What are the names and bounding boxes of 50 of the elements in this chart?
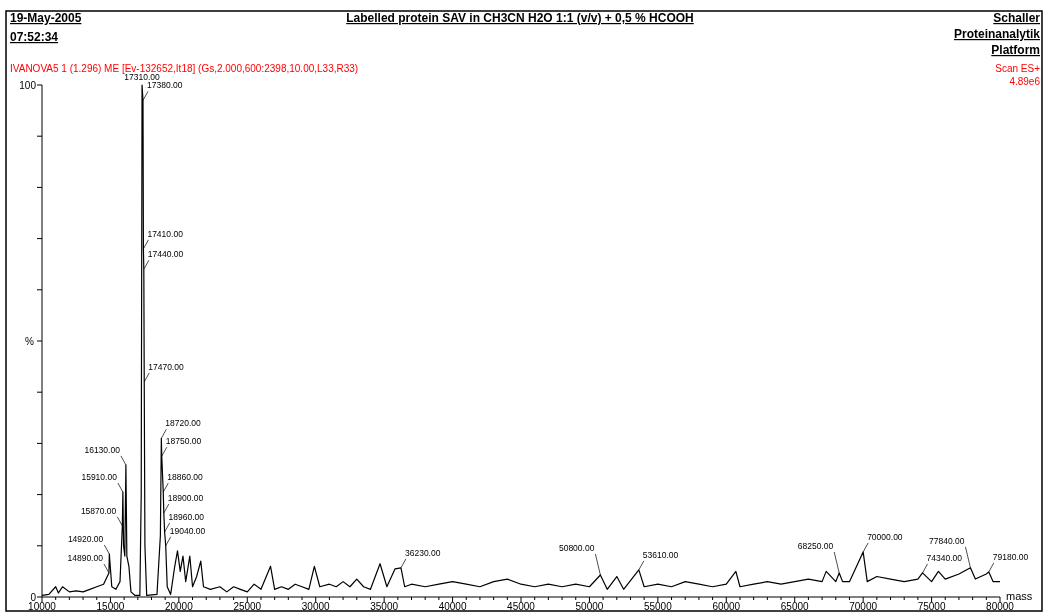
annotation: 70000.00: [867, 531, 903, 542]
x-tick-label: 20000: [164, 601, 194, 612]
text: 07:52:34: [10, 30, 59, 44]
annotation: 74340.00: [926, 552, 963, 563]
x-tick-label: 60000: [712, 601, 741, 612]
y-tick-label: 100: [19, 79, 37, 91]
annotation: 18720.00: [165, 418, 202, 429]
x-tick-label: 50000: [575, 601, 604, 612]
x-tick-label: 10000: [28, 601, 57, 612]
x-tick-label: 75000: [917, 601, 946, 612]
annotation: 19040.00: [169, 525, 206, 536]
annotation: 18960.00: [168, 511, 205, 522]
annotation: 68250.00: [797, 540, 834, 551]
y-axis-title: %: [25, 336, 35, 347]
annotation: 14890.00: [67, 552, 104, 563]
annotation: 17440.00: [147, 249, 184, 260]
chart-title: Labelled protein SAV in CH3CN H2O 1:1 (v/v) + 0,5 % HCOOH: [346, 11, 694, 25]
annotation: 50800.00: [558, 542, 595, 553]
text: Scan ES+: [995, 63, 1041, 74]
x-tick-label: 40000: [438, 601, 467, 612]
annotation: 17310.00: [124, 72, 161, 82]
y-tick-label: 0: [30, 591, 37, 603]
annotation: 18900.00: [167, 493, 204, 504]
annotation: 17410.00: [147, 228, 184, 239]
x-tick-label: 70000: [849, 601, 878, 612]
annotation: 36230.00: [404, 547, 441, 558]
chart-subtitle: IVANOVA5 1 (1.296) ME [Ev-132652,It18] (Gs,2.000,600:2398,10.00,L33,R33): [10, 63, 359, 74]
x-tick-label: 80000: [986, 601, 1015, 612]
text: Schaller Proteinanalytik Platform: [953, 11, 1041, 57]
annotation: 17380.00: [147, 80, 183, 91]
annotation: 17470.00: [148, 361, 184, 372]
annotation: 18860.00: [167, 472, 203, 483]
annotation: 79180.00: [992, 551, 1029, 562]
annotation: 77840.00: [928, 535, 965, 546]
annotation: 15910.00: [81, 472, 118, 483]
x-tick-label: 55000: [643, 601, 673, 612]
x-tick-label: 65000: [780, 601, 810, 612]
annotation: 53610.00: [642, 549, 679, 560]
x-tick-label: 15000: [96, 601, 125, 612]
annotation: 14920.00: [67, 533, 104, 544]
x-tick-label: 35000: [370, 601, 399, 612]
annotation: 18750.00: [165, 436, 202, 447]
x-tick-label: 25000: [233, 601, 262, 612]
x-axis-title: mass: [1006, 590, 1033, 602]
text: 4.89e6: [1009, 76, 1041, 87]
text: 19-May-2005: [10, 11, 82, 25]
x-tick-label: 45000: [507, 601, 536, 612]
annotation: 15870.00: [80, 505, 117, 516]
annotation: 16130.00: [84, 444, 121, 455]
x-tick-label: 30000: [301, 601, 331, 612]
